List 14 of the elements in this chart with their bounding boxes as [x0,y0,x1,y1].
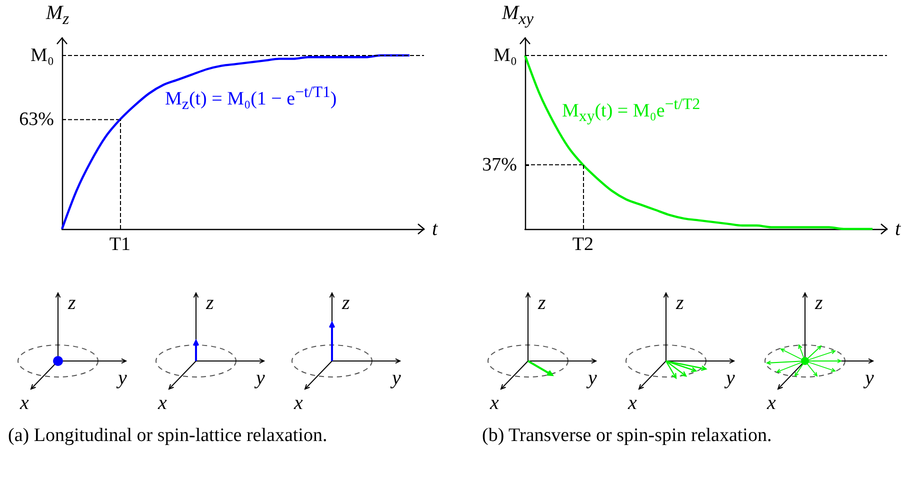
y-axis-title: M$_{xy}$ [502,2,534,29]
y-axis-title: M$_{z}$ [46,2,70,29]
annotation: M$_{z}$(t) = M₀(1 − e$^{−t/T1}$) [165,84,337,114]
text: (b) Transverse or spin-spin relaxation. [482,424,773,448]
text: T1 [109,234,130,255]
text: 37% [482,154,518,176]
annotation: M$_{xy}$(t) = M₀e$^{−t/T2}$ [562,96,700,126]
text: (a) Longitudinal or spin-lattice relaxation. [8,424,328,448]
x-axis-title: t [432,218,438,240]
text: M₀ [493,44,517,66]
text: M₀ [30,44,54,66]
x-axis-title: t [895,218,901,240]
text: 63% [19,109,54,130]
text: T2 [572,234,594,255]
